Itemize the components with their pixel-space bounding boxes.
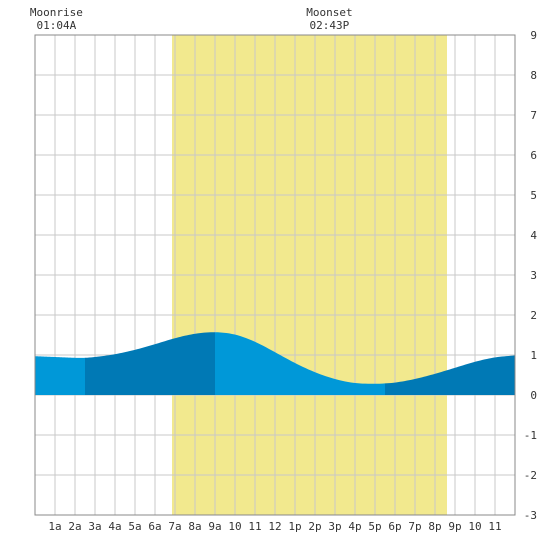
- x-tick-label: 11: [248, 520, 261, 533]
- x-tick-label: 9p: [448, 520, 461, 533]
- y-tick-label: 9: [530, 29, 537, 42]
- y-tick-label: 2: [530, 309, 537, 322]
- x-tick-label: 8p: [428, 520, 441, 533]
- y-tick-label: 4: [530, 229, 537, 242]
- x-tick-labels: 1a 2a 3a 4a 5a 6a 7a 8a 9a 10 11 12 1p 2p 3p 4p 5p 6p 7p 8p…: [48, 520, 501, 533]
- x-tick-label: 1p: [288, 520, 301, 533]
- x-tick-label: 10: [228, 520, 241, 533]
- y-tick-label: 8: [530, 69, 537, 82]
- x-tick-label: 2a: [68, 520, 81, 533]
- plot-frame: [34, 34, 516, 516]
- tide-area-layer: [35, 332, 515, 395]
- moon-event-time: 01:04A: [37, 19, 77, 32]
- x-tick-label: 7a: [168, 520, 181, 533]
- x-tick-label: 10: [468, 520, 481, 533]
- x-tick-label: 12: [268, 520, 281, 533]
- x-tick-label: 11: [488, 520, 501, 533]
- x-tick-label: 3p: [328, 520, 341, 533]
- tide-area-segment: [35, 356, 85, 395]
- x-tick-label: 1a: [48, 520, 61, 533]
- y-tick-label: -3: [524, 509, 537, 522]
- x-tick-label: 3a: [88, 520, 101, 533]
- x-tick-label: 4p: [348, 520, 361, 533]
- x-tick-label: 9a: [208, 520, 221, 533]
- x-tick-label: 5p: [368, 520, 381, 533]
- x-tick-label: 7p: [408, 520, 421, 533]
- x-tick-label: 5a: [128, 520, 141, 533]
- x-tick-label: 8a: [188, 520, 201, 533]
- y-tick-label: 1: [530, 349, 537, 362]
- y-tick-label: 6: [530, 149, 537, 162]
- tide-area-segment: [215, 332, 385, 395]
- x-tick-label: 2p: [308, 520, 321, 533]
- y-tick-label: -2: [524, 469, 537, 482]
- tide-area-segment: [385, 355, 515, 395]
- tide-area-segment: [85, 332, 215, 395]
- x-tick-label: 4a: [108, 520, 121, 533]
- x-tick-label: 6p: [388, 520, 401, 533]
- grid-layer: [35, 35, 515, 515]
- moon-event-label: Moonset: [306, 6, 352, 19]
- y-tick-label: 0: [530, 389, 537, 402]
- y-tick-label: -1: [524, 429, 537, 442]
- moon-event-time: 02:43P: [310, 19, 350, 32]
- y-tick-label: 7: [530, 109, 537, 122]
- moon-event-label: Moonrise: [30, 6, 83, 19]
- y-tick-label: 3: [530, 269, 537, 282]
- y-tick-label: 5: [530, 189, 537, 202]
- x-tick-label: 6a: [148, 520, 161, 533]
- y-tick-labels: -3 -2 -1 0 1 2 3 4 5 6 7 8 9: [524, 29, 538, 522]
